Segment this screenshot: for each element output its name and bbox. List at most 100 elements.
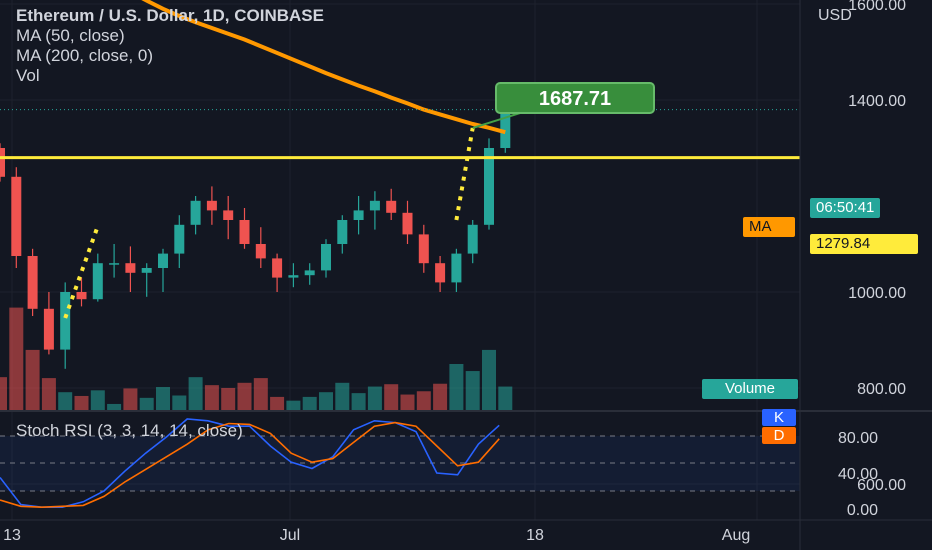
candle-body [206, 200, 217, 211]
candle [27, 248, 38, 316]
candle-body [0, 148, 5, 177]
volume-tag[interactable]: Volume [702, 379, 798, 399]
volume-bar [41, 378, 56, 411]
stoch-rsi-legend[interactable]: Stoch RSI (3, 3, 14, 14, close) [16, 421, 243, 440]
volume-bar [90, 390, 105, 411]
candle-body [321, 244, 331, 271]
candle-body [125, 263, 136, 273]
volume-bar [237, 382, 252, 411]
candle [125, 246, 136, 292]
volume-bar [465, 371, 480, 411]
callout-label: 1687.71 [539, 88, 611, 110]
candle [76, 277, 87, 307]
candle-body [174, 224, 185, 254]
time-tick-label: Jul [280, 527, 300, 544]
time-axis[interactable]: 13 Jul 18 Aug [3, 527, 750, 544]
time-tick-label: Aug [722, 527, 750, 544]
volume-bar [319, 392, 333, 411]
candle-body [11, 176, 22, 256]
volume-bar [433, 383, 448, 411]
candle-body [27, 256, 38, 309]
volume-bar [74, 395, 89, 411]
candle-body [158, 253, 168, 268]
candle [239, 208, 250, 249]
candle-body [255, 244, 266, 259]
candle-body [288, 275, 299, 278]
candle-body [353, 210, 364, 220]
stoch-rsi-k-line [0, 418, 500, 508]
candle-body [141, 268, 152, 273]
candle-body [418, 234, 429, 264]
volume-bars [0, 307, 513, 411]
ma-tag[interactable]: MA [743, 217, 795, 237]
callout-box [495, 82, 655, 114]
rsi-tick-label: 0.00 [847, 502, 878, 519]
volume-bar [188, 377, 203, 411]
volume-bar [139, 397, 154, 411]
candle [402, 200, 413, 244]
candle [158, 248, 168, 292]
candle-body [304, 270, 315, 276]
candle [451, 248, 462, 292]
candle [92, 253, 103, 302]
volume-bar [156, 387, 170, 411]
candle-body [190, 200, 201, 225]
rsi-axis: 80.00 40.00 0.00 [838, 430, 878, 519]
candle-body [402, 212, 413, 235]
ma50-legend[interactable]: MA (50, close) [16, 26, 125, 45]
volume-bar [58, 392, 73, 411]
volume-bar [204, 385, 219, 411]
volume-bar [123, 388, 138, 411]
candle [190, 196, 201, 235]
volume-bar [25, 349, 40, 411]
stoch-rsi-d-line [0, 421, 500, 509]
candle-body [92, 263, 103, 300]
currency-label[interactable]: USD [818, 7, 852, 24]
candle-body [484, 148, 494, 225]
projection-dots [454, 127, 475, 221]
candle [435, 256, 446, 292]
ma200-legend[interactable]: MA (200, close, 0) [16, 46, 154, 65]
vol-legend[interactable]: Vol [16, 66, 40, 85]
candle [272, 253, 283, 292]
volume-bar [367, 386, 382, 411]
volume-bar [107, 403, 122, 411]
annotation[interactable]: 1687.71 [63, 82, 655, 319]
volume-bar [302, 396, 317, 411]
candle [223, 196, 234, 240]
candle [337, 215, 348, 254]
candle [353, 196, 364, 235]
rsi-tick-label: 80.00 [838, 430, 878, 447]
rsi-tick-label: 40.00 [838, 466, 878, 483]
volume-bar [286, 400, 301, 411]
candle-body [272, 258, 283, 278]
volume-bar [449, 364, 464, 411]
volume-bar [482, 349, 496, 411]
volume-bar [400, 394, 415, 411]
candles [0, 90, 511, 369]
price-tick-label: 1400.00 [848, 93, 906, 110]
volume-bar [498, 386, 513, 411]
time-tick-label: 13 [3, 527, 21, 544]
candle-body [451, 253, 462, 283]
candle-body [369, 200, 380, 211]
k-tag: K [762, 409, 796, 426]
candle-body [467, 224, 478, 254]
ma50-line [141, 0, 506, 135]
price-tick-label: 1600.00 [848, 0, 906, 14]
candle [0, 143, 5, 182]
candle [60, 282, 71, 369]
candle-body [386, 200, 397, 213]
countdown-tag: 06:50:41 [810, 198, 881, 218]
symbol-title[interactable]: Ethereum / U.S. Dollar, 1D, COINBASE [16, 6, 324, 25]
candle [206, 186, 217, 225]
d-tag: D [762, 427, 796, 444]
candle [418, 224, 429, 273]
price-axis[interactable]: 2000.001800.001600.001400.001000.00800.0… [848, 0, 906, 494]
candle [484, 138, 494, 230]
candle-body [239, 220, 250, 244]
volume-bar [416, 391, 431, 411]
candle-body [337, 220, 348, 244]
candle [321, 239, 331, 278]
